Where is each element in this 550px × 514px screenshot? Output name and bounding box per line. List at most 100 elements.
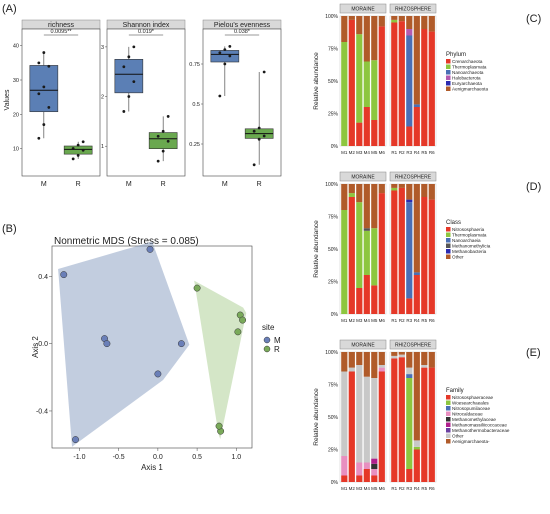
scatter-point-m	[154, 370, 162, 378]
box-point	[47, 64, 51, 68]
group-label: RHIZOSPHERE	[395, 343, 432, 349]
box-point	[127, 95, 131, 98]
box-point	[76, 154, 80, 157]
bar-segment	[371, 120, 378, 146]
bar-segment	[363, 469, 370, 482]
legend-label: Nanoarchaeia	[452, 238, 481, 243]
box-point	[37, 92, 41, 96]
group-frame	[339, 15, 387, 147]
scatter-point-r	[215, 422, 223, 430]
y-tick-label: -0.4	[36, 408, 48, 415]
x-tick-label: R	[76, 181, 81, 188]
bar-segment	[371, 378, 378, 459]
legend-title: Family	[446, 388, 464, 394]
box-point	[228, 45, 232, 48]
bar-segment	[341, 475, 348, 482]
box-point	[71, 157, 75, 161]
bar-segment	[378, 184, 385, 194]
legend-swatch	[446, 243, 451, 248]
box-m	[114, 59, 144, 94]
legend-swatch	[446, 59, 451, 64]
scatter-point-m	[72, 436, 79, 444]
bar-segment	[363, 352, 370, 377]
x-tick-label: R1	[391, 486, 397, 491]
group-strip	[389, 339, 437, 350]
legend-label: Woesearchaeales	[452, 401, 489, 406]
legend-swatch	[263, 345, 271, 353]
bar-segment	[413, 184, 420, 273]
scatter-point-r	[239, 316, 247, 324]
legend-label: R	[274, 345, 280, 354]
box-point	[127, 55, 131, 59]
y-tick-label: 0.75	[189, 62, 200, 68]
y-tick-label: 0.0	[38, 341, 48, 348]
bar-segment	[406, 469, 413, 482]
bar-segment	[363, 230, 370, 275]
x-tick-label: M5	[371, 150, 378, 155]
bar-segment	[406, 298, 413, 314]
bar-segment	[428, 16, 435, 32]
bar-segment	[356, 202, 363, 288]
facet-title: richness	[48, 22, 75, 29]
box-point	[37, 61, 41, 65]
y-tick-label: 0%	[331, 480, 339, 486]
bar-segment	[406, 374, 413, 378]
bar-segment	[398, 187, 405, 314]
legend-swatch	[446, 81, 451, 86]
bar-segment	[378, 16, 385, 27]
bar-segment	[371, 469, 378, 476]
box-point	[122, 110, 126, 113]
bar-segment	[378, 352, 385, 365]
box-point	[81, 148, 85, 152]
x-tick-label: M6	[379, 150, 386, 155]
bar-segment	[363, 228, 370, 231]
bar-segment	[391, 190, 398, 314]
bar-segment	[363, 462, 370, 469]
legend-label: Aenigmarchaeota	[452, 87, 488, 92]
bar-segment	[428, 199, 435, 314]
box-r	[63, 145, 93, 155]
x-tick-label: R3	[406, 486, 412, 491]
significance-annotation: 0.019*	[138, 29, 155, 35]
x-tick-label: M4	[364, 150, 371, 155]
hull-m	[58, 241, 190, 447]
group-frame	[389, 351, 437, 483]
box-point	[81, 140, 85, 144]
group-label: RHIZOSPHERE	[395, 175, 432, 181]
legend-label: Nitrosopumilaceae	[452, 406, 490, 411]
box-point	[223, 62, 227, 66]
x-tick-label: M1	[341, 150, 348, 155]
y-tick-label: 0%	[331, 312, 339, 318]
x-tick-label: R5	[421, 318, 427, 323]
x-tick-label: M4	[364, 318, 371, 323]
bar-segment	[391, 352, 398, 356]
legend-swatch	[263, 336, 271, 344]
bar-segment	[398, 352, 405, 355]
x-tick-label: 0.5	[192, 454, 202, 461]
legend-swatch	[446, 400, 451, 405]
box-point	[42, 51, 46, 54]
y-tick-label: 20	[13, 112, 19, 118]
x-tick-label: R3	[406, 150, 412, 155]
legend-title: site	[262, 323, 275, 332]
y-tick-label: 40	[13, 44, 19, 50]
plot-frame	[51, 245, 253, 449]
bar-segment	[341, 210, 348, 314]
legend-label: Thermoplasmata	[452, 233, 487, 238]
legend-swatch	[446, 406, 451, 411]
bar-segment	[391, 22, 398, 146]
x-tick-label: M4	[364, 486, 371, 491]
y-tick-label: 25%	[328, 112, 339, 118]
bar-segment	[348, 352, 355, 368]
bar-segment	[363, 107, 370, 146]
box-point	[132, 80, 136, 84]
bar-segment	[356, 475, 363, 482]
y-tick-label: 75%	[328, 47, 339, 53]
bar-segment	[348, 367, 355, 372]
bar-segment	[406, 378, 413, 469]
legend-swatch	[446, 417, 451, 422]
y-tick-label: 75%	[328, 215, 339, 221]
bar-segment	[341, 352, 348, 372]
bar-segment	[406, 35, 413, 127]
x-tick-label: M1	[341, 486, 348, 491]
